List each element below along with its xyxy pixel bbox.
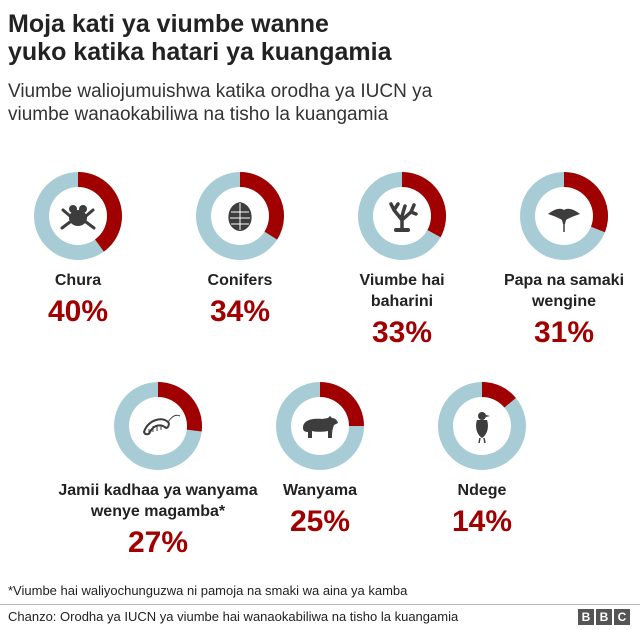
bbc-logo-letter-1: B xyxy=(578,609,594,625)
coral-icon xyxy=(389,202,418,232)
category-label-line-2: wenye magamba* xyxy=(90,503,226,520)
category-label: Ndege xyxy=(372,480,592,501)
donut-chart xyxy=(114,382,202,470)
category-label: Wanyama xyxy=(210,480,430,501)
donut-chart xyxy=(358,172,447,260)
percentage-value: 25% xyxy=(289,505,351,538)
bear-icon xyxy=(303,416,338,438)
chart-title: Moja kati ya viumbe wanne yuko katika ha… xyxy=(8,10,608,66)
category-label: Chura xyxy=(0,270,188,291)
category-label-line-2: baharini xyxy=(370,293,434,310)
category-label-line-1: Ndege xyxy=(457,482,507,499)
percentage-value: 40% xyxy=(47,295,109,328)
category-label-line-1: Conifers xyxy=(207,272,273,289)
category-label: Viumbe hai baharini xyxy=(292,270,512,312)
frog-icon xyxy=(60,205,96,230)
donut-item-5: Jamii kadhaa ya wanyama wenye magamba* 27% xyxy=(48,380,268,560)
bbc-logo: B B C xyxy=(578,609,630,625)
donut-chart xyxy=(438,382,526,470)
category-label: Papa na samaki wengine xyxy=(454,270,640,312)
donut-chart xyxy=(520,172,609,260)
footnote: *Viumbe hai waliyochunguzwa ni pamoja na… xyxy=(8,583,408,598)
chart-subtitle: Viumbe waliojumuishwa katika orodha ya I… xyxy=(8,80,608,126)
category-label-line-1: Viumbe hai xyxy=(359,272,445,289)
category-label-line-1: Chura xyxy=(54,272,102,289)
bbc-logo-letter-2: B xyxy=(596,609,612,625)
shrimp-icon xyxy=(142,414,181,436)
percentage-value: 34% xyxy=(209,295,271,328)
percentage-value: 14% xyxy=(451,505,513,538)
category-label: Jamii kadhaa ya wanyama wenye magamba* xyxy=(48,480,268,522)
donut-item-7: Ndege 14% xyxy=(372,380,592,539)
bird-icon xyxy=(476,412,490,444)
percentage-value: 27% xyxy=(127,526,189,559)
title-line-1: Moja kati ya viumbe wanne xyxy=(8,10,329,38)
category-label-line-2: wengine xyxy=(531,293,596,310)
title-line-2: yuko katika hatari ya kuangamia xyxy=(8,38,392,66)
percentage-value: 33% xyxy=(371,316,433,349)
donut-item-3: Viumbe hai baharini 33% xyxy=(292,170,512,350)
donut-chart xyxy=(196,172,285,260)
category-label-line-1: Papa na samaki xyxy=(503,272,625,289)
bbc-logo-letter-3: C xyxy=(614,609,630,625)
footer-divider xyxy=(0,604,640,605)
category-label-line-1: Jamii kadhaa ya wanyama xyxy=(58,482,258,499)
subtitle-line-2: viumbe wanaokabiliwa na tisho la kuangam… xyxy=(8,104,389,125)
source-note: Chanzo: Orodha ya IUCN ya viumbe hai wan… xyxy=(8,609,459,624)
donut-chart xyxy=(276,382,364,470)
donut-chart xyxy=(34,172,123,260)
donut-item-1: Chura 40% xyxy=(0,170,188,329)
donut-item-2: Conifers 34% xyxy=(130,170,350,329)
category-label: Conifers xyxy=(130,270,350,291)
donut-item-6: Wanyama 25% xyxy=(210,380,430,539)
manta-ray-icon xyxy=(548,208,580,232)
subtitle-line-1: Viumbe waliojumuishwa katika orodha ya I… xyxy=(8,81,433,102)
pine-cone-icon xyxy=(228,202,252,231)
percentage-value: 31% xyxy=(533,316,595,349)
category-label-line-1: Wanyama xyxy=(282,482,358,499)
donut-item-4: Papa na samaki wengine 31% xyxy=(454,170,640,350)
